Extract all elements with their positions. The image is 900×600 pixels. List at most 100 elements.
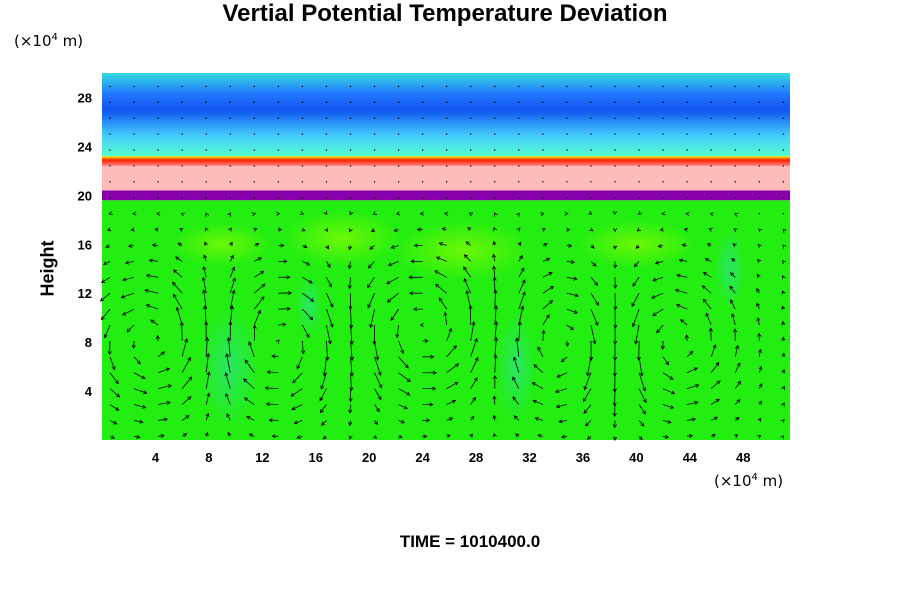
wind-arrow-head — [656, 329, 661, 334]
wind-arrow — [470, 397, 476, 405]
vector-point — [686, 133, 688, 135]
wind-arrow-head — [251, 212, 256, 217]
wind-arrow-head — [683, 227, 688, 232]
wind-arrow-head — [638, 435, 643, 441]
wind-arrow — [679, 259, 688, 262]
vector-point — [590, 117, 592, 119]
wind-arrow-head — [709, 212, 714, 217]
wind-arrow — [146, 274, 159, 278]
wind-arrow-head — [688, 433, 694, 438]
wind-arrow-head — [303, 244, 308, 249]
wind-arrow — [590, 292, 599, 306]
wind-arrow — [173, 269, 183, 278]
wind-arrow — [176, 307, 183, 326]
wind-arrow-head — [438, 297, 443, 302]
wind-arrow-head — [520, 267, 525, 272]
vector-point — [614, 165, 616, 167]
wind-arrow-head — [349, 372, 354, 377]
wind-arrow-head — [568, 243, 573, 248]
x-tick-label: 32 — [522, 450, 536, 465]
wind-arrow-head — [492, 395, 497, 400]
vector-point — [253, 85, 255, 88]
y-axis-ticks: 4 8 12 16 20 24 28 — [78, 90, 93, 399]
wind-arrow — [133, 435, 140, 438]
wind-arrow-head — [546, 257, 551, 262]
wind-arrow — [439, 242, 447, 246]
wind-arrow — [374, 420, 378, 425]
wind-arrow-head — [348, 435, 353, 440]
vector-point — [109, 101, 111, 104]
wind-arrow — [635, 324, 640, 344]
wind-arrow-head — [689, 350, 694, 355]
wind-arrow-head — [781, 352, 786, 357]
cool-patch — [295, 275, 324, 336]
vector-point — [301, 149, 304, 151]
vector-point — [421, 85, 424, 88]
wind-arrow — [302, 324, 310, 338]
wind-arrow-head — [387, 262, 393, 267]
vector-point — [494, 149, 496, 151]
vector-point — [421, 101, 424, 104]
wind-arrow-head — [443, 311, 448, 317]
wind-arrow — [374, 372, 382, 388]
wind-arrow-head — [108, 211, 113, 216]
wind-arrow-head — [729, 285, 734, 290]
vector-point — [542, 101, 544, 104]
wind-arrow-head — [532, 399, 537, 404]
vector-point — [782, 165, 785, 167]
vector-point — [205, 133, 207, 135]
wind-arrow-head — [438, 242, 443, 246]
vector-point — [590, 149, 592, 151]
wind-arrow-head — [712, 344, 717, 349]
wind-arrow-head — [100, 316, 105, 321]
vector-point — [710, 149, 712, 151]
vector-point — [397, 133, 400, 135]
wind-arrow-head — [448, 327, 453, 333]
wind-arrow-head — [141, 375, 146, 380]
wind-arrow — [396, 324, 399, 338]
vector-point — [638, 196, 640, 199]
wind-arrow-head — [473, 377, 478, 382]
vector-point — [277, 181, 280, 183]
wind-arrow-head — [393, 228, 398, 233]
wind-arrow-head — [367, 284, 371, 289]
wind-arrow — [532, 382, 544, 389]
wind-arrow — [513, 357, 520, 373]
vector-point — [734, 181, 736, 183]
wind-arrow — [226, 413, 231, 421]
vector-point — [566, 133, 568, 135]
vector-point — [710, 85, 712, 88]
wind-arrow — [203, 290, 207, 310]
vector-point — [325, 117, 328, 119]
wind-arrow — [705, 313, 712, 326]
wind-arrow — [374, 388, 382, 400]
wind-arrow-head — [564, 211, 569, 216]
wind-arrow-head — [107, 351, 112, 356]
wind-arrow — [518, 321, 521, 341]
wind-arrow-head — [513, 415, 518, 420]
wind-arrow-head — [541, 329, 546, 334]
vector-point — [758, 133, 760, 135]
y-tick-label: 12 — [78, 286, 92, 301]
wind-arrow-head — [132, 211, 137, 216]
vector-point — [277, 196, 280, 199]
wind-arrow — [319, 388, 327, 401]
vector-point — [782, 212, 785, 215]
vector-point — [662, 196, 664, 199]
vector-point — [157, 101, 159, 104]
wind-arrow-head — [369, 245, 374, 250]
wind-arrow — [109, 388, 120, 398]
vector-point — [325, 149, 328, 151]
vector-point — [301, 181, 304, 183]
vector-point — [638, 133, 640, 135]
wind-arrow-head — [136, 360, 141, 365]
wind-arrow-head — [99, 297, 105, 302]
wind-arrow-head — [121, 311, 127, 316]
vector-point — [397, 85, 400, 88]
wind-arrow-head — [226, 413, 231, 418]
wind-arrow-head — [326, 263, 331, 269]
wind-arrow — [133, 404, 146, 408]
vector-point — [614, 101, 616, 104]
vector-point — [133, 181, 135, 183]
wind-arrow-head — [375, 356, 380, 361]
